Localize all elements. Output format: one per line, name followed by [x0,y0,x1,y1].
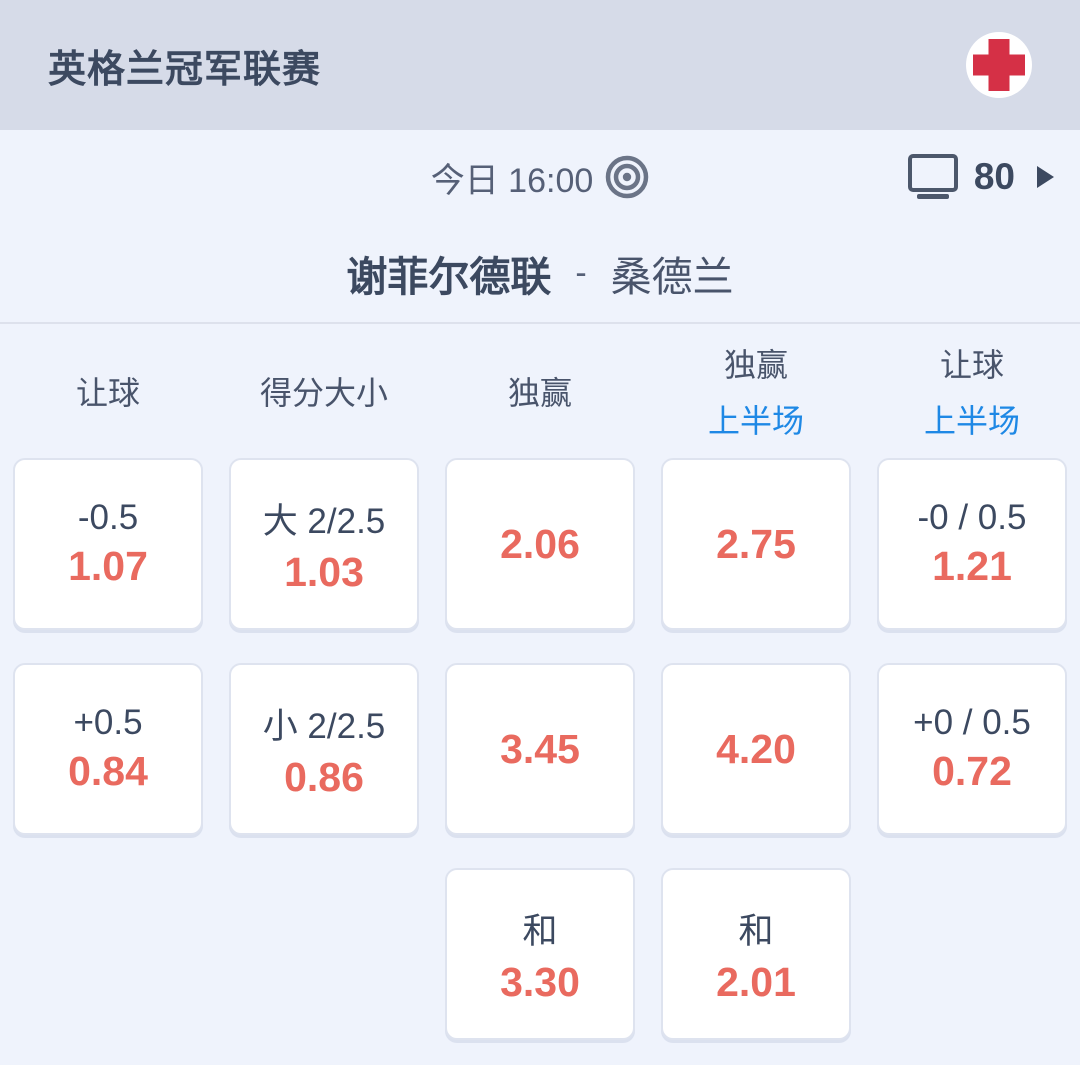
odds-cell-win-draw[interactable]: 和 3.30 [445,868,635,1040]
tv-icon [907,154,958,199]
bullseye-icon [606,155,649,199]
odds-line: -0.5 [77,498,139,537]
market-header-win-halftime: 独赢 上半场 [648,340,864,442]
odds-grid: -0.5 1.07 大 2/2.5 1.03 2.06 2.75 -0 / 0.… [0,458,1080,1040]
market-header-sublabel: 上半场 [707,403,804,439]
odds-cell-win-away[interactable]: 3.45 [445,663,635,835]
team-separator: - [575,253,587,292]
odds-value: 4.20 [716,725,796,772]
england-flag-icon [966,32,1032,98]
odds-cell-total-over[interactable]: 大 2/2.5 1.03 [229,458,419,630]
odds-value: 1.07 [68,543,148,589]
market-header-label: 独赢 [723,347,788,383]
odds-cell-win-halftime-draw[interactable]: 和 2.01 [661,868,851,1040]
odds-line: +0.5 [73,703,143,742]
odds-value: 0.72 [932,748,1012,794]
chevron-right-icon [1037,166,1054,188]
away-team-name: 桑德兰 [610,254,734,300]
odds-line: -0 / 0.5 [917,498,1027,537]
market-header-label: 让球 [75,375,140,411]
odds-line: 大 2/2.5 [262,501,386,541]
market-header-total: 得分大小 [216,368,432,414]
league-header: 英格兰冠军联赛 [0,0,1080,130]
match-time: 今日 16:00 [430,161,594,200]
odds-cell-handicap-home[interactable]: -0.5 1.07 [13,458,203,630]
odds-value: 2.06 [500,520,580,567]
odds-cell-win-halftime-away[interactable]: 4.20 [661,663,851,835]
odds-line: 小 2/2.5 [262,706,386,746]
live-stream-button[interactable]: 80 [907,130,1054,224]
odds-cell-total-under[interactable]: 小 2/2.5 0.86 [229,663,419,835]
odds-cell-win-halftime-home[interactable]: 2.75 [661,458,851,630]
match-time-row: 今日 16:00 80 [0,130,1080,224]
odds-value: 2.01 [716,958,796,1005]
league-title: 英格兰冠军联赛 [48,48,322,91]
odds-value: 3.30 [500,958,580,1005]
odds-cell-handicap-halftime-away[interactable]: +0 / 0.5 0.72 [877,663,1067,835]
odds-value: 2.75 [716,520,796,567]
stream-count: 80 [973,156,1015,197]
market-header-label: 让球 [939,347,1004,383]
home-team-name: 谢菲尔德联 [346,254,552,300]
odds-line: 和 [522,911,558,951]
odds-value: 0.86 [284,753,364,800]
market-header-sublabel: 上半场 [923,403,1020,439]
odds-cell-win-home[interactable]: 2.06 [445,458,635,630]
odds-value: 1.21 [932,543,1012,589]
odds-cell-handicap-away[interactable]: +0.5 0.84 [13,663,203,835]
odds-value: 3.45 [500,725,580,772]
odds-line: 和 [738,911,774,951]
odds-line: +0 / 0.5 [913,703,1031,742]
odds-value: 1.03 [284,548,364,595]
market-header-handicap-halftime: 让球 上半场 [864,340,1080,442]
market-header-handicap: 让球 [0,368,216,414]
teams-row[interactable]: 谢菲尔德联 - 桑德兰 [0,224,1080,324]
odds-value: 0.84 [68,748,148,794]
market-headers-row: 让球 得分大小 独赢 独赢 上半场 让球 上半场 [0,324,1080,458]
odds-cell-handicap-halftime-home[interactable]: -0 / 0.5 1.21 [877,458,1067,630]
market-header-label: 得分大小 [259,375,388,411]
market-header-label: 独赢 [507,375,572,411]
market-header-win: 独赢 [432,368,648,414]
